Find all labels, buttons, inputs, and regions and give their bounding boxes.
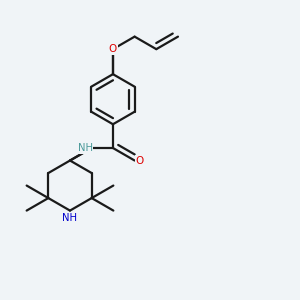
Text: NH: NH [62, 213, 77, 223]
Text: O: O [136, 155, 144, 166]
Text: NH: NH [78, 143, 93, 153]
Text: O: O [109, 44, 117, 54]
